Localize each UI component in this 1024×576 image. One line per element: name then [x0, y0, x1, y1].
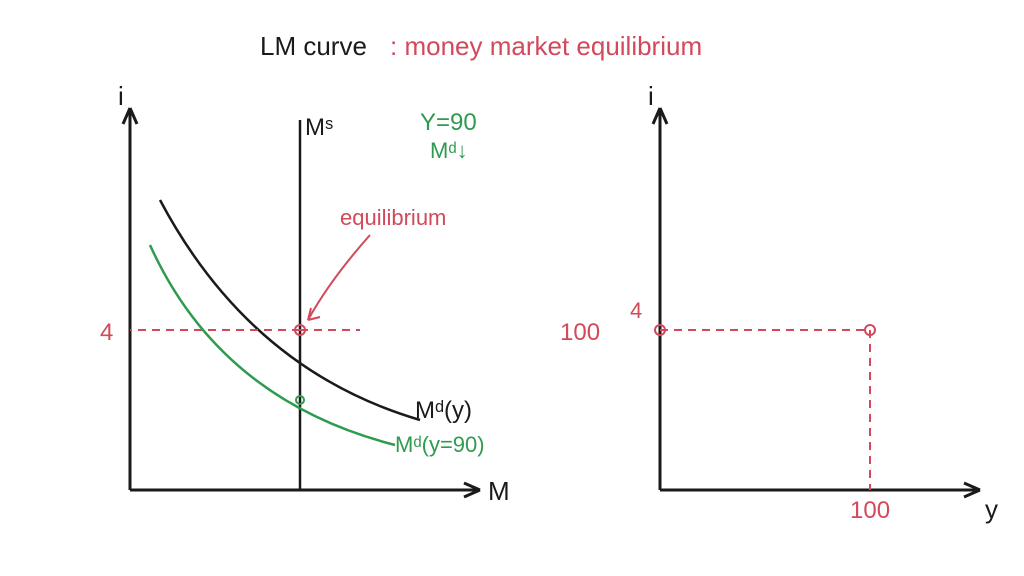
green-note-line1: Y=90 — [420, 109, 477, 136]
hundred-between: 100 — [560, 319, 600, 346]
equilibrium-label: equilibrium — [340, 205, 446, 230]
title-part1: LM curve — [260, 31, 367, 61]
left-y-label: i — [118, 81, 124, 111]
ms-label: Mˢ — [305, 114, 333, 141]
right-x-tick-100: 100 — [850, 497, 890, 524]
left-x-label: M — [488, 476, 510, 506]
right-x-label: y — [985, 494, 998, 524]
md-black-label: Mᵈ(y) — [415, 397, 472, 424]
equilibrium-arrow — [308, 235, 370, 320]
right-chart: i y 100 4 100 — [560, 81, 998, 524]
md-curve-black — [160, 200, 420, 420]
md-green-label: Mᵈ(y=90) — [395, 432, 485, 457]
left-chart: i M Mˢ Mᵈ(y) Mᵈ(y=90) 4 equilibrium Y=90… — [100, 81, 510, 506]
right-y-tick-4: 4 — [630, 298, 642, 323]
md-curve-green — [150, 245, 395, 445]
left-y-tick-4: 4 — [100, 319, 113, 346]
green-note-line2: Mᵈ↓ — [430, 138, 468, 163]
title-part2: : money market equilibrium — [390, 31, 702, 61]
diagram-canvas: LM curve : money market equilibrium i M … — [0, 0, 1024, 576]
right-y-label: i — [648, 81, 654, 111]
